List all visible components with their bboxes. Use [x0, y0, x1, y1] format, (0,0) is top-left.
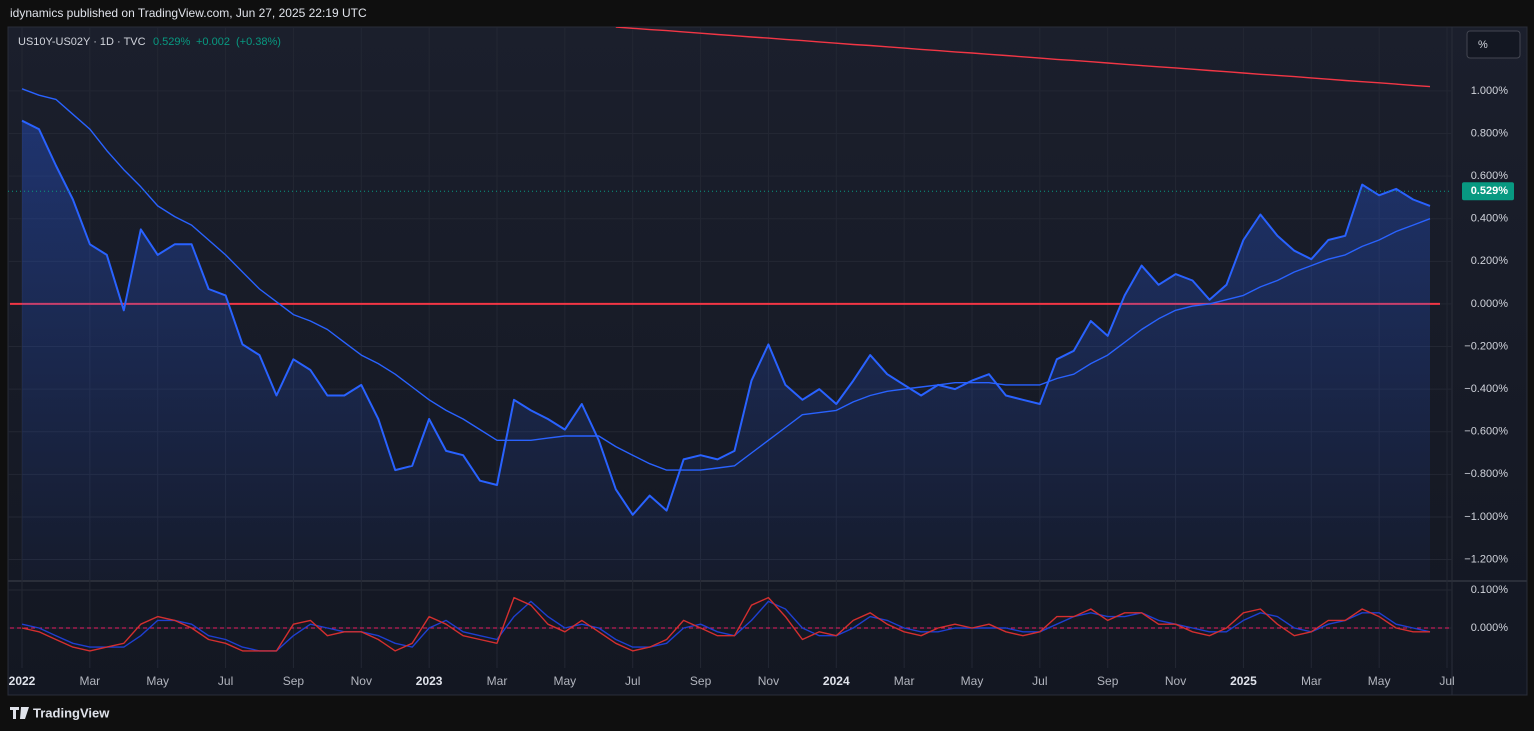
unit-label[interactable]: %	[1478, 39, 1488, 51]
last-price-label: 0.529%	[1471, 185, 1509, 197]
x-tick-label: Jul	[625, 674, 640, 688]
x-tick-label: May	[554, 674, 577, 688]
y-tick-label: 0.200%	[1471, 255, 1509, 267]
last-price-box	[1462, 182, 1514, 201]
x-tick-label: Sep	[1097, 674, 1119, 688]
area-fill	[22, 120, 1430, 580]
series-line	[21, 119, 1431, 516]
y-tick-label: −0.800%	[1464, 468, 1508, 480]
x-tick-label: Mar	[1301, 674, 1322, 688]
y-tick-label: 0.600%	[1471, 170, 1509, 182]
x-tick-label: 2022	[9, 674, 36, 688]
symbol-legend: US10Y-US02Y · 1D · TVC	[18, 36, 146, 48]
y-tick-label: −1.200%	[1464, 553, 1508, 565]
x-tick-label: Jul	[1439, 674, 1454, 688]
x-tick-label: Nov	[758, 674, 779, 688]
y-tick-label: −0.600%	[1464, 426, 1508, 438]
main-pane	[8, 27, 1452, 580]
series-line	[21, 88, 1431, 471]
oscillator-pane	[10, 596, 1452, 652]
y-tick-label: −1.000%	[1464, 511, 1508, 523]
x-tick-label: Mar	[894, 674, 915, 688]
y-tick-label: 0.000%	[1471, 298, 1509, 310]
publisher: idynamics published on TradingView.com, …	[10, 6, 367, 20]
series-line	[615, 27, 1431, 88]
x-tick-label: Mar	[487, 674, 508, 688]
legend-change: +0.002	[196, 36, 230, 48]
series-line	[21, 596, 1430, 652]
x-tick-label: May	[146, 674, 169, 688]
y-tick-label: −0.400%	[1464, 383, 1508, 395]
x-tick-label: Mar	[80, 674, 101, 688]
x-tick-label: 2025	[1230, 674, 1257, 688]
x-tick-label: Nov	[1165, 674, 1186, 688]
y-tick-label: −0.200%	[1464, 340, 1508, 352]
x-tick-label: Sep	[283, 674, 305, 688]
y-tick-label: 0.400%	[1471, 213, 1509, 225]
x-tick-label: May	[1368, 674, 1391, 688]
x-tick-label: May	[961, 674, 984, 688]
brand-logo	[10, 707, 29, 719]
x-tick-label: Sep	[690, 674, 712, 688]
brand: TradingView	[33, 705, 110, 720]
x-tick-label: Jul	[218, 674, 233, 688]
x-tick-label: Jul	[1032, 674, 1047, 688]
axes: 2022 Mar May Jul Sep Nov 2023 Mar May Jul Sep Nov 20…	[9, 85, 1514, 688]
unit-button[interactable]	[1466, 30, 1521, 59]
y-tick-label: 0.800%	[1471, 127, 1509, 139]
legend-change-pct: (+0.38%)	[236, 36, 281, 48]
y-tick-label: 0.100%	[1471, 584, 1509, 596]
x-tick-label: 2024	[823, 674, 850, 688]
y-tick-label: 1.000%	[1471, 85, 1509, 97]
x-tick-label: 2023	[416, 674, 443, 688]
y-tick-label: 0.000%	[1471, 622, 1509, 634]
x-tick-label: Nov	[351, 674, 372, 688]
legend-last: 0.529%	[153, 36, 191, 48]
